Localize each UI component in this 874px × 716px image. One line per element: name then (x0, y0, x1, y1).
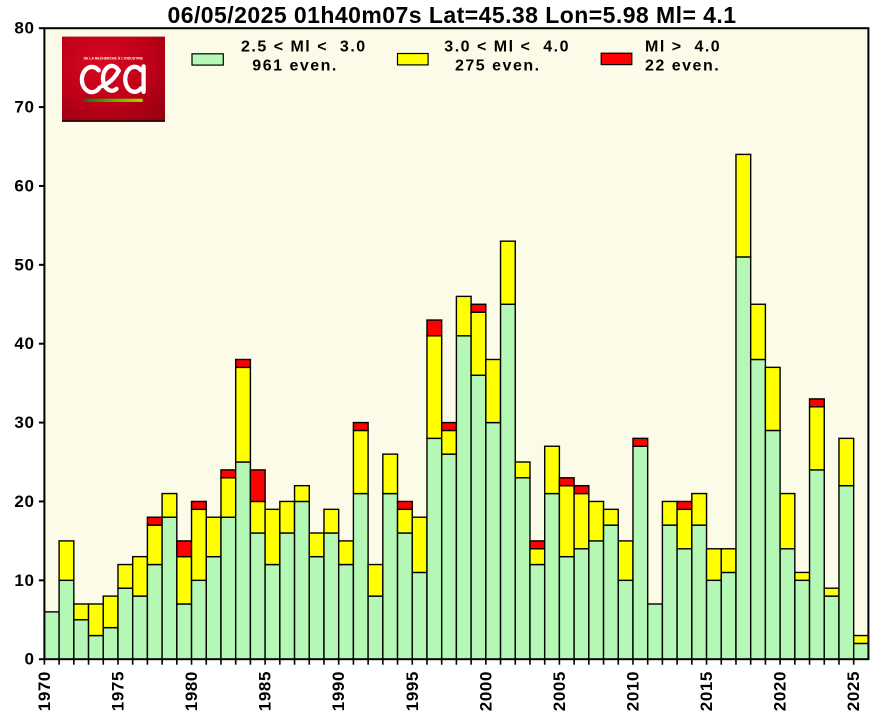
svg-text:50: 50 (14, 255, 34, 274)
svg-text:1975: 1975 (108, 671, 127, 711)
svg-text:1985: 1985 (256, 671, 275, 711)
svg-text:80: 80 (14, 19, 34, 38)
svg-text:Ml > 4.0: Ml > 4.0 (645, 39, 721, 56)
svg-text:DE LA RECHERCHE À L'INDUSTRIE: DE LA RECHERCHE À L'INDUSTRIE (84, 56, 144, 61)
svg-text:2005: 2005 (550, 671, 569, 711)
svg-text:40: 40 (14, 334, 34, 353)
svg-text:2025: 2025 (844, 671, 863, 711)
svg-text:1990: 1990 (329, 671, 348, 711)
svg-text:961 even.: 961 even. (252, 58, 338, 75)
svg-text:2000: 2000 (476, 671, 495, 711)
svg-text:2.5 < Ml < 3.0: 2.5 < Ml < 3.0 (241, 39, 367, 56)
svg-text:06/05/2025 01h40m07s Lat=45.38: 06/05/2025 01h40m07s Lat=45.38 Lon=5.98 … (167, 2, 736, 28)
svg-text:10: 10 (14, 571, 34, 590)
svg-text:2020: 2020 (771, 671, 790, 711)
svg-text:60: 60 (14, 176, 34, 195)
svg-text:2015: 2015 (697, 671, 716, 711)
svg-text:3.0 < Ml < 4.0: 3.0 < Ml < 4.0 (444, 39, 570, 56)
svg-text:70: 70 (14, 98, 34, 117)
svg-text:275 even.: 275 even. (455, 58, 541, 75)
svg-text:1970: 1970 (35, 671, 54, 711)
svg-text:22 even.: 22 even. (645, 58, 720, 75)
svg-text:2010: 2010 (623, 671, 642, 711)
svg-text:0: 0 (24, 650, 34, 669)
svg-text:30: 30 (14, 413, 34, 432)
svg-text:1995: 1995 (403, 671, 422, 711)
svg-text:1980: 1980 (182, 671, 201, 711)
svg-text:20: 20 (14, 492, 34, 511)
